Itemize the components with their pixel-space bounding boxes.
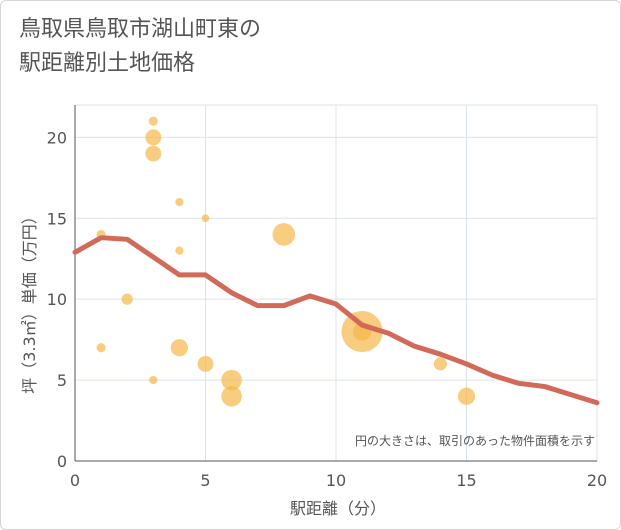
scatter-point [457,387,476,405]
scatter-point [96,343,106,353]
y-tick-label: 15 [47,209,67,228]
x-tick-label: 0 [70,471,80,490]
y-axis-label: 坪（3.3㎡）単価（万円） [20,208,39,393]
trend-line [72,235,600,406]
scatter-point [121,293,133,305]
x-tick-labels: 0 5 10 15 20 [70,471,607,490]
bubbles [96,116,476,407]
x-tick-label: 5 [200,471,210,490]
scatter-point [272,223,296,246]
scatter-point [149,375,158,385]
y-tick-label: 20 [47,128,67,147]
x-tick-label: 10 [326,471,346,490]
scatter-point [175,197,184,207]
chart-title: 鳥取県鳥取市湖山町東の 駅距離別土地価格 [19,13,261,81]
y-tick-label: 10 [47,290,67,309]
scatter-point [433,357,447,371]
y-tick-label: 5 [57,371,67,390]
scatter-point [221,369,242,391]
x-axis-label: 駅距離（分） [290,499,386,518]
scatter-point [221,385,242,407]
x-tick-label: 15 [456,471,476,490]
scatter-point [170,339,189,357]
y-tick-label: 0 [57,452,67,471]
x-tick-label: 20 [587,471,607,490]
scatter-point [175,246,184,255]
axes [74,105,597,462]
scatter-point [197,355,214,372]
title-line-2: 駅距離別土地価格 [19,51,196,76]
scatter-point [148,116,158,126]
title-line-1: 鳥取県鳥取市湖山町東の [19,17,262,42]
bubble-size-note: 円の大きさは、取引のあった物件面積を示す [355,433,595,448]
trend-line-group [72,235,600,406]
scatter-point [145,145,162,162]
scatter-point [201,214,210,223]
scatter-point [145,129,162,146]
y-tick-labels: 0 5 10 15 20 [47,128,67,471]
